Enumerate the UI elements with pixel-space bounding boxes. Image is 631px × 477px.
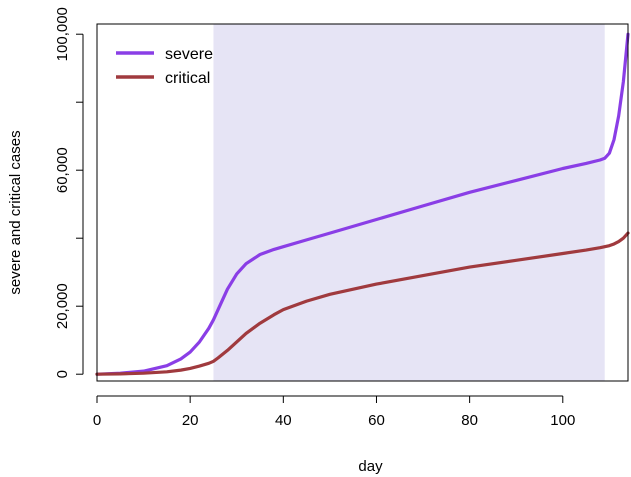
x-tick-label: 0 xyxy=(93,412,101,429)
shade-layer xyxy=(213,24,605,381)
legend-layer: severe critical xyxy=(116,46,213,87)
x-axis-label: day xyxy=(358,458,383,475)
y-tick-label: 100,000 xyxy=(54,7,71,61)
series-line-critical xyxy=(95,231,630,376)
legend-label-critical: critical xyxy=(165,70,210,87)
axes-layer: 0 20 40 60 80 100 0 20,000 60,000 100,000 xyxy=(54,7,629,429)
legend-label-severe: severe xyxy=(165,46,213,63)
plot-box xyxy=(96,23,629,382)
x-tick-label: 80 xyxy=(461,412,478,429)
y-tick-label: 20,000 xyxy=(54,283,71,329)
x-tick-label: 20 xyxy=(182,412,199,429)
x-tick-label: 40 xyxy=(275,412,292,429)
series-line-severe xyxy=(95,32,630,376)
y-tick-label: 60,000 xyxy=(54,147,71,193)
series-layer xyxy=(95,32,630,376)
x-tick-label: 100 xyxy=(550,412,575,429)
shaded-region xyxy=(213,24,605,381)
y-axis-label: severe and critical cases xyxy=(7,130,24,294)
y-tick-label: 0 xyxy=(54,370,71,378)
x-tick-label: 60 xyxy=(368,412,385,429)
